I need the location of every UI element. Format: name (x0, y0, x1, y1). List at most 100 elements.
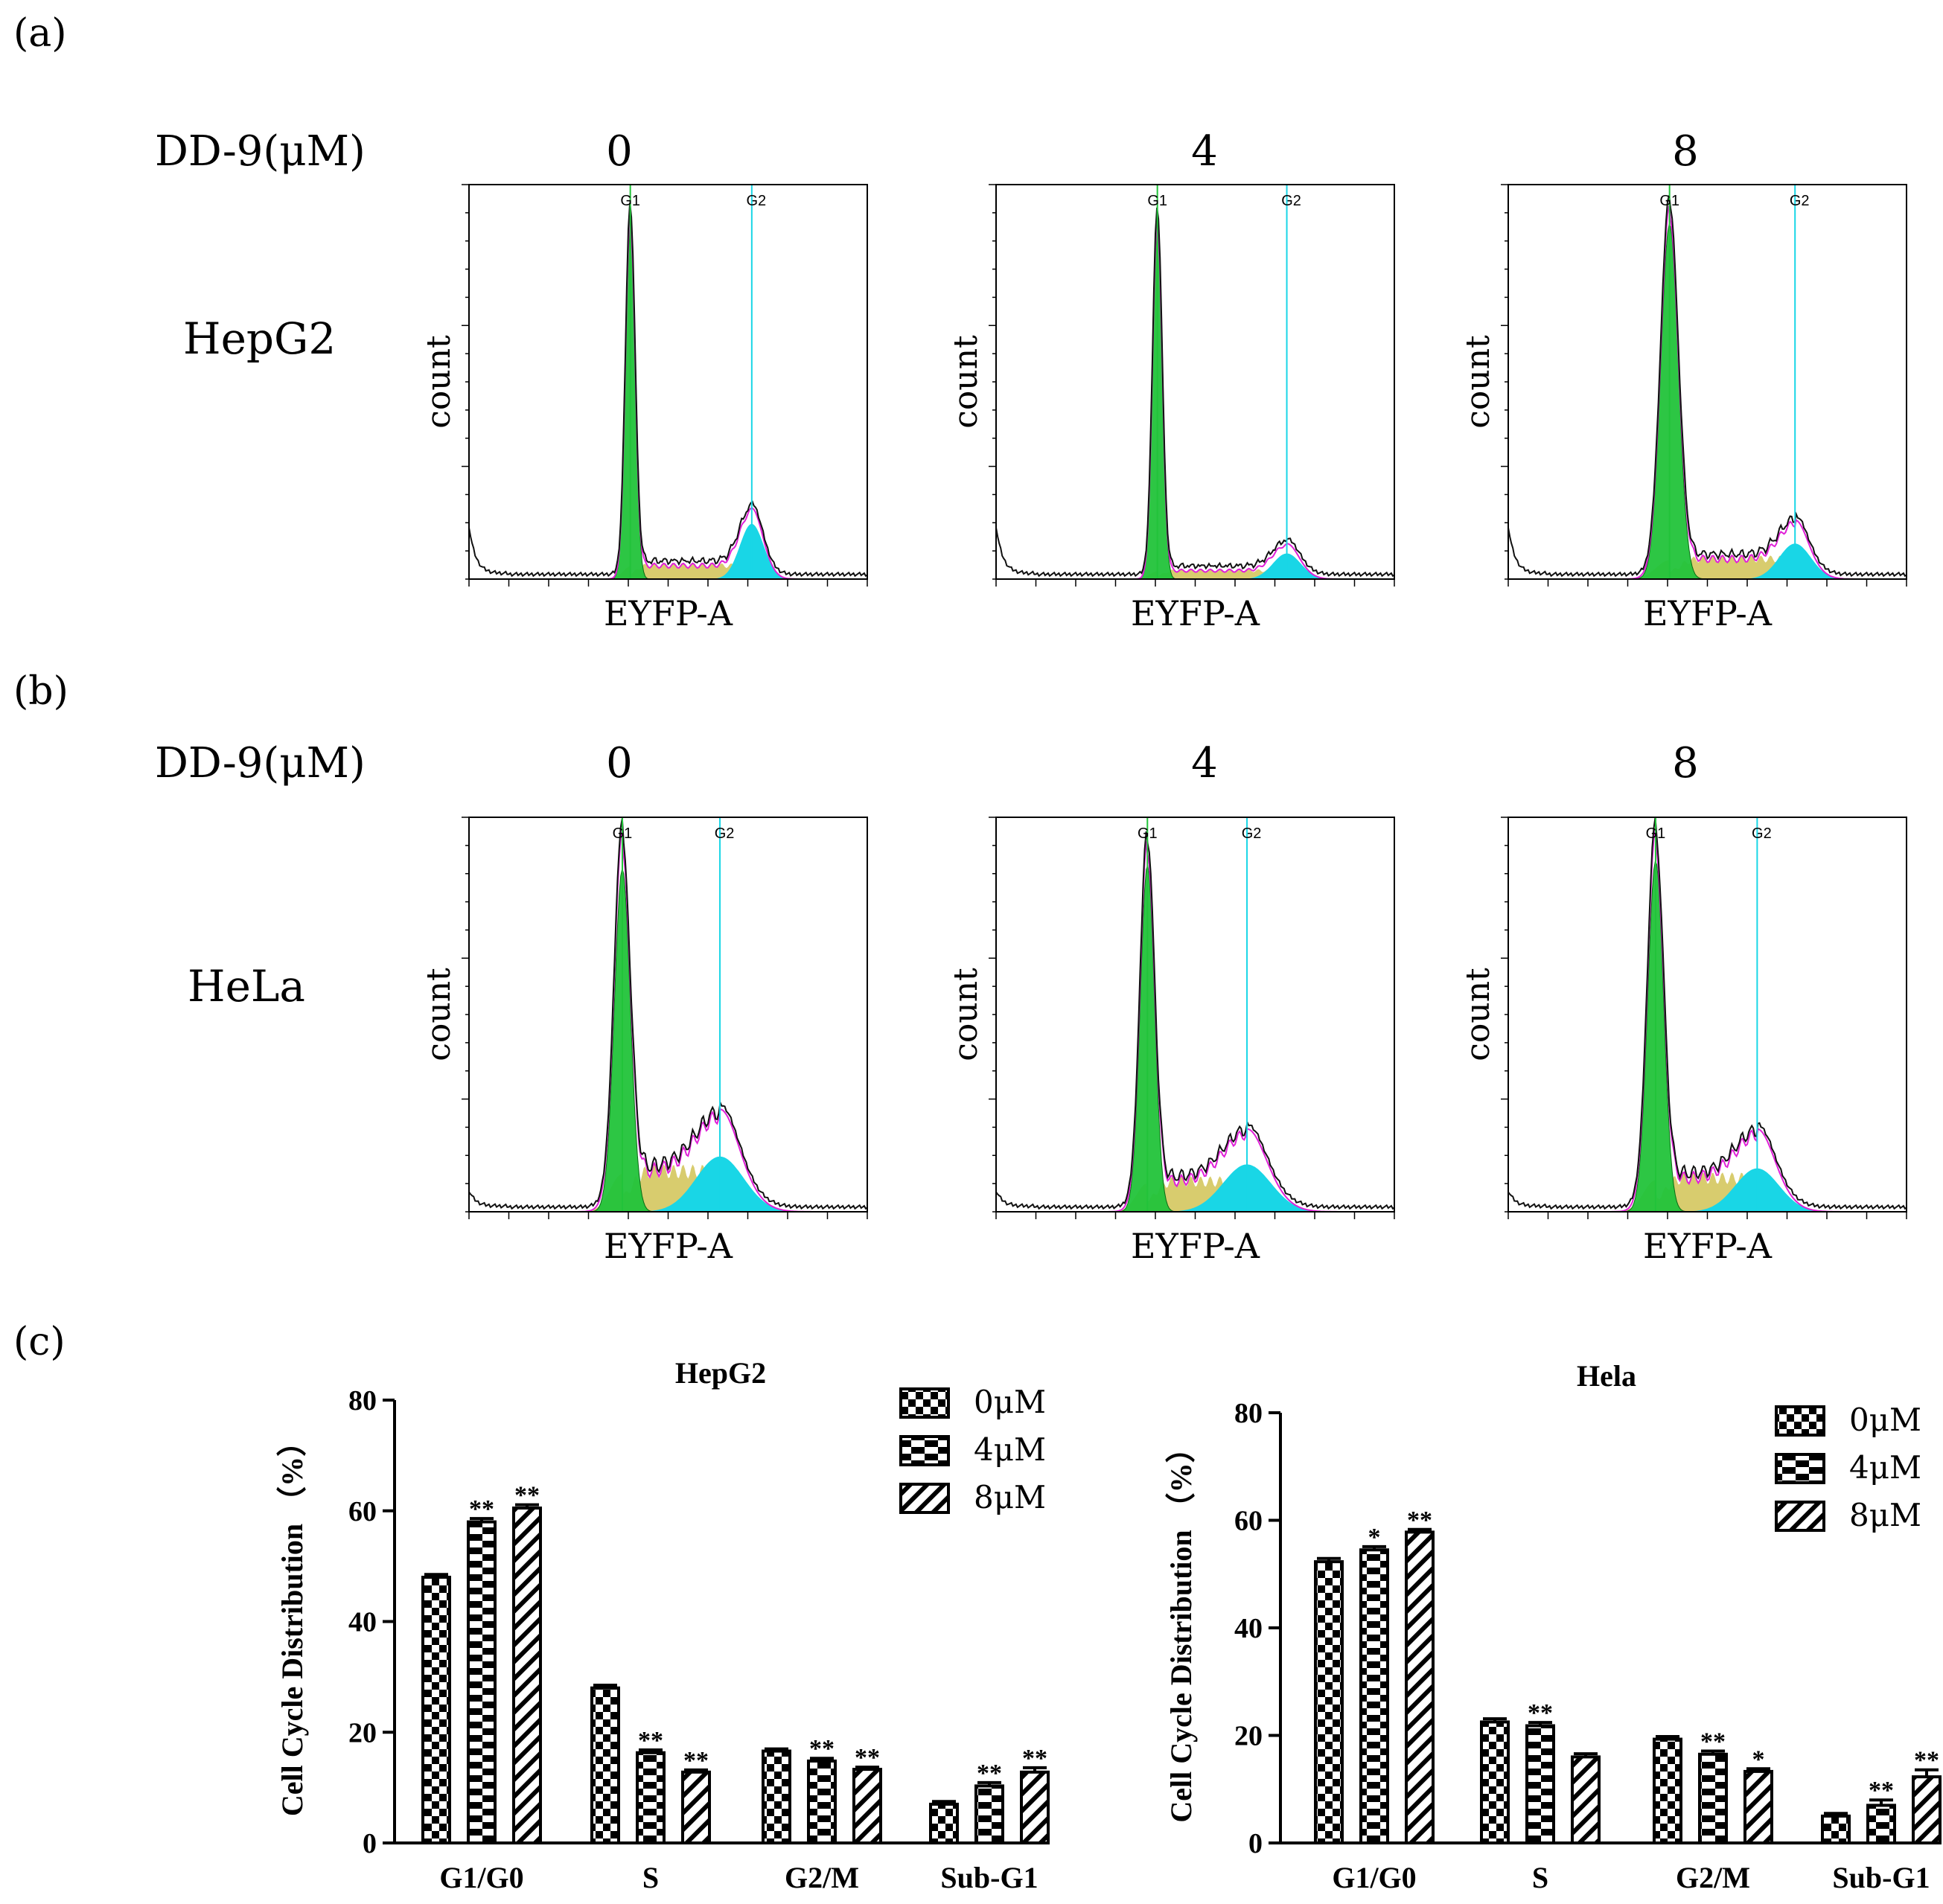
g2-marker-label: G2 (1790, 193, 1810, 209)
histogram-b-0: G1 G2 EYFP-A count (420, 817, 868, 1266)
histogram-g2-area (996, 553, 1394, 579)
significance-label: ** (514, 1482, 540, 1510)
cell-line-hepg2: HepG2 (183, 313, 336, 364)
y-tick-label: 0 (363, 1828, 377, 1859)
g1-marker-label: G1 (620, 193, 640, 209)
legend-label: 8μM (974, 1479, 1046, 1515)
bar-checker (590, 1686, 620, 1844)
histogram-frame (468, 817, 868, 1213)
histogram-xlabel: EYFP-A (604, 1226, 733, 1266)
histogram-a-0: G1 G2 EYFP-A count (420, 184, 868, 633)
legend-label: 8μM (1849, 1497, 1921, 1533)
bar-checker (1480, 1720, 1510, 1844)
histogram-fit-line (996, 841, 1394, 1213)
legend-label: 4μM (974, 1431, 1046, 1468)
x-tick-label: G1/G0 (439, 1861, 523, 1894)
histogram-frame (995, 817, 1395, 1213)
histogram-frame (468, 184, 868, 580)
significance-label: ** (1700, 1728, 1726, 1755)
histogram-s-phase-area (469, 563, 867, 579)
panel-label-a: (a) (13, 11, 67, 56)
histogram-data-line (468, 202, 868, 578)
histogram-s-phase-area (469, 1164, 867, 1212)
histogram-a-1: G1 G2 EYFP-A count (947, 184, 1395, 633)
histogram-frame (1508, 184, 1907, 580)
histogram-fit-line (1508, 205, 1907, 580)
histogram-panels: G1 G2 EYFP-A count G1 G2 EYFP-A count G1 G2 EYFP-A… (420, 184, 1907, 1266)
histogram-b-2: G1 G2 EYFP-A count (1459, 817, 1907, 1266)
cell-line-hela: HeLa (188, 961, 305, 1012)
bar-blocks (1698, 1752, 1728, 1845)
significance-label: ** (469, 1495, 494, 1523)
bar-checker (421, 1576, 451, 1844)
histogram-xlabel: EYFP-A (604, 593, 733, 633)
histogram-frame (1508, 817, 1907, 1213)
y-tick-label: 0 (1248, 1828, 1263, 1859)
legend-label: 0μM (1849, 1402, 1921, 1438)
significance-label: ** (1914, 1747, 1939, 1774)
bar-blocks (467, 1520, 497, 1844)
x-tick-label: G2/M (1676, 1861, 1750, 1894)
y-tick-label: 60 (348, 1496, 377, 1527)
g1-marker-label: G1 (1646, 825, 1666, 842)
histogram-fit-line (469, 213, 867, 580)
bar-hatch (852, 1768, 882, 1845)
bar-hatch (1571, 1755, 1601, 1844)
significance-label: ** (1869, 1777, 1894, 1804)
dose-label-a: DD-9(μM) (155, 127, 366, 176)
histogram-data-line (995, 831, 1395, 1210)
bar-blocks (1359, 1548, 1389, 1845)
x-tick-label: G2/M (785, 1861, 859, 1894)
histogram-ylabel: count (1459, 335, 1497, 429)
x-tick-label: S (1532, 1861, 1548, 1894)
y-tick-label: 40 (1234, 1613, 1263, 1644)
histogram-s-phase-area (1508, 1172, 1907, 1212)
chart-title: HepG2 (675, 1356, 766, 1390)
chart-ylabel: Cell Cycle Distribution （%） (1164, 1433, 1198, 1822)
g1-marker-label: G1 (1138, 825, 1158, 842)
y-tick-label: 20 (1234, 1721, 1263, 1752)
histogram-xlabel: EYFP-A (1131, 593, 1260, 633)
histogram-data-line (1508, 817, 1907, 1210)
bar-hatch (1405, 1530, 1435, 1845)
g2-marker-label: G2 (1281, 193, 1301, 209)
g2-marker-label: G2 (1242, 825, 1262, 842)
histogram-ylabel: count (947, 335, 985, 429)
histogram-xlabel: EYFP-A (1131, 1226, 1260, 1266)
dose-label-b: DD-9(μM) (155, 739, 366, 788)
histogram-g1-area (469, 868, 867, 1213)
histogram-g2-area (469, 523, 867, 579)
histogram-data-line (995, 207, 1395, 578)
significance-label: ** (683, 1747, 709, 1774)
legend-swatch (899, 1435, 950, 1466)
histogram-data-line (468, 818, 868, 1210)
dose-0-b: 0 (606, 739, 633, 788)
dose-8-a: 8 (1672, 127, 1699, 176)
histogram-g1-area (996, 226, 1394, 580)
significance-label: ** (1528, 1699, 1553, 1727)
histogram-fit-line (1508, 829, 1907, 1213)
x-tick-label: Sub-G1 (1832, 1861, 1930, 1894)
histogram-g1-area (1508, 859, 1907, 1213)
bar-checker (929, 1802, 959, 1844)
histogram-a-2: G1 G2 EYFP-A count (1459, 184, 1907, 633)
bar-hatch (681, 1770, 711, 1845)
y-tick-label: 40 (348, 1607, 377, 1638)
histogram-xlabel: EYFP-A (1643, 593, 1773, 633)
histogram-ylabel: count (420, 968, 458, 1061)
dose-0-a: 0 (606, 127, 633, 176)
bar-checker (1821, 1814, 1851, 1844)
bar-hatch (1743, 1769, 1773, 1844)
panel-label-c: (c) (13, 1320, 66, 1364)
significance-label: * (1752, 1745, 1765, 1773)
histogram-s-phase-area (996, 1176, 1394, 1212)
bar-chart-hepg2: HepG2 0 20 40 60 80 Cell Cycle Distribution （%… (275, 1356, 1050, 1894)
y-tick-label: 60 (1234, 1506, 1263, 1537)
legend-swatch (899, 1387, 950, 1419)
significance-label: ** (809, 1735, 835, 1763)
bar-blocks (1866, 1804, 1896, 1845)
g2-marker-label: G2 (747, 193, 767, 209)
significance-label: ** (977, 1760, 1002, 1787)
bar-blocks (1525, 1724, 1555, 1845)
legend-swatch (1775, 1453, 1825, 1484)
